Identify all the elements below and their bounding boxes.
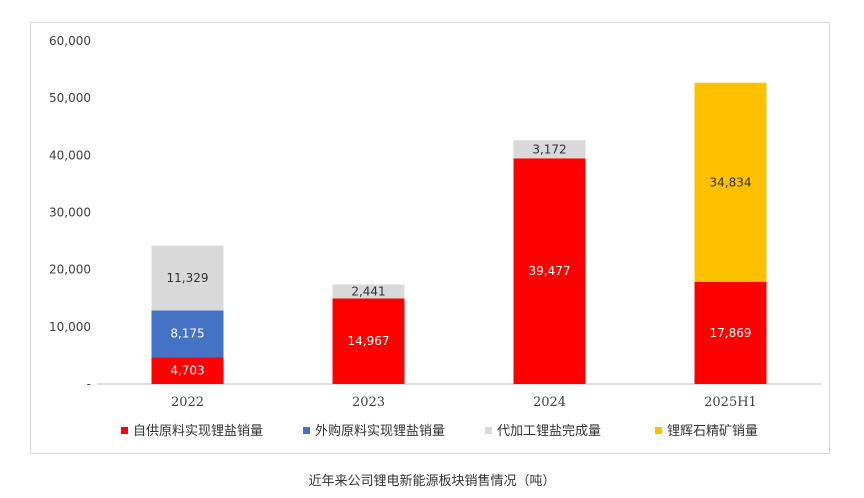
legend-label-1: 外购原料实现锂盐销量	[315, 423, 445, 439]
bar-2022-series-2[interactable]	[151, 245, 224, 311]
legend-swatch-1	[303, 427, 310, 434]
data-label-2024-series-0: 39,477	[529, 264, 571, 278]
chart-frame: - 10,000 20,000 30,000 40,000 50,000 60,000 4,7…	[30, 22, 830, 454]
bar-2025H1-series-3[interactable]	[694, 82, 767, 282]
bar-2025H1-series-0[interactable]	[694, 281, 767, 384]
data-label-2022-series-1: 8,175	[170, 327, 204, 341]
x-tick-label-3: 2025H1	[704, 395, 757, 410]
x-tick-label-2: 2024	[533, 395, 566, 410]
x-tick-label-0: 2022	[171, 395, 204, 410]
stacked-bar-chart: - 10,000 20,000 30,000 40,000 50,000 60,000 4,7…	[49, 34, 821, 439]
y-tick-label-5: 50,000	[49, 91, 91, 105]
data-label-2025H1-series-0: 17,869	[710, 326, 752, 340]
legend-label-0: 自供原料实现锂盐销量	[133, 424, 263, 439]
x-tick-label-1: 2023	[352, 395, 385, 410]
bar-2022-series-1[interactable]	[151, 310, 224, 358]
data-label-2022-series-0: 4,703	[170, 364, 204, 378]
y-tick-label-6: 60,000	[49, 34, 91, 48]
data-label-2023-series-0: 14,967	[348, 334, 390, 348]
y-tick-label-2: 20,000	[49, 263, 91, 277]
bar-2023-series-2[interactable]	[332, 284, 405, 299]
legend-swatch-3	[655, 427, 662, 434]
y-tick-label-3: 30,000	[49, 206, 91, 220]
legend-label-2: 代加工锂盐完成量	[497, 424, 601, 439]
bar-2023-series-0[interactable]	[332, 298, 405, 384]
data-label-2025H1-series-3: 34,834	[710, 175, 752, 189]
data-label-2022-series-2: 11,329	[167, 271, 209, 285]
y-tick-label-0: -	[87, 377, 91, 391]
bar-2024-series-0[interactable]	[513, 158, 586, 384]
legend-swatch-0	[121, 427, 128, 434]
legend-swatch-2	[485, 427, 492, 434]
y-tick-label-1: 10,000	[49, 320, 91, 334]
chart-caption: 近年来公司锂电新能源板块销售情况（吨）	[308, 474, 556, 489]
bar-2022-series-0[interactable]	[151, 357, 224, 384]
bar-2024-series-2[interactable]	[513, 140, 586, 159]
data-label-2024-series-2: 3,172	[532, 142, 566, 156]
data-label-2023-series-2: 2,441	[351, 284, 385, 298]
legend-label-3: 锂辉石精矿销量	[667, 424, 758, 439]
y-tick-label-4: 40,000	[49, 148, 91, 162]
